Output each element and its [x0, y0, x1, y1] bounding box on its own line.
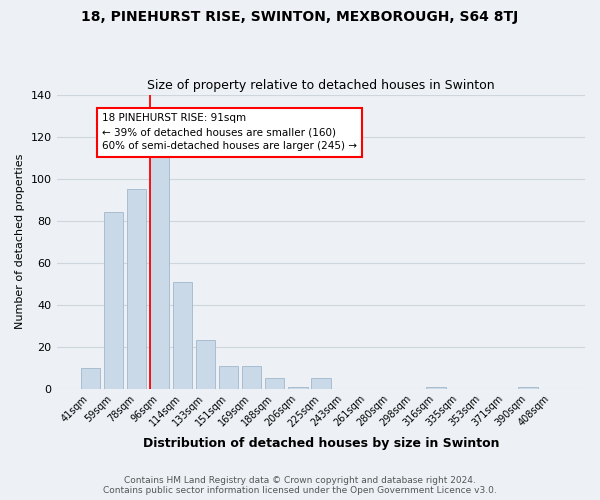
Bar — [426, 386, 446, 389]
Bar — [173, 282, 193, 389]
Text: Contains HM Land Registry data © Crown copyright and database right 2024.
Contai: Contains HM Land Registry data © Crown c… — [103, 476, 497, 495]
Text: 18 PINEHURST RISE: 91sqm
← 39% of detached houses are smaller (160)
60% of semi-: 18 PINEHURST RISE: 91sqm ← 39% of detach… — [102, 114, 357, 152]
Bar — [219, 366, 238, 389]
Bar — [127, 189, 146, 389]
Bar — [288, 386, 308, 389]
X-axis label: Distribution of detached houses by size in Swinton: Distribution of detached houses by size … — [143, 437, 499, 450]
Bar — [242, 366, 262, 389]
Bar — [518, 386, 538, 389]
Title: Size of property relative to detached houses in Swinton: Size of property relative to detached ho… — [147, 79, 494, 92]
Bar — [104, 212, 123, 389]
Bar — [149, 154, 169, 389]
Text: 18, PINEHURST RISE, SWINTON, MEXBOROUGH, S64 8TJ: 18, PINEHURST RISE, SWINTON, MEXBOROUGH,… — [82, 10, 518, 24]
Bar — [196, 340, 215, 389]
Bar — [265, 378, 284, 389]
Y-axis label: Number of detached properties: Number of detached properties — [15, 154, 25, 330]
Bar — [311, 378, 331, 389]
Bar — [80, 368, 100, 389]
